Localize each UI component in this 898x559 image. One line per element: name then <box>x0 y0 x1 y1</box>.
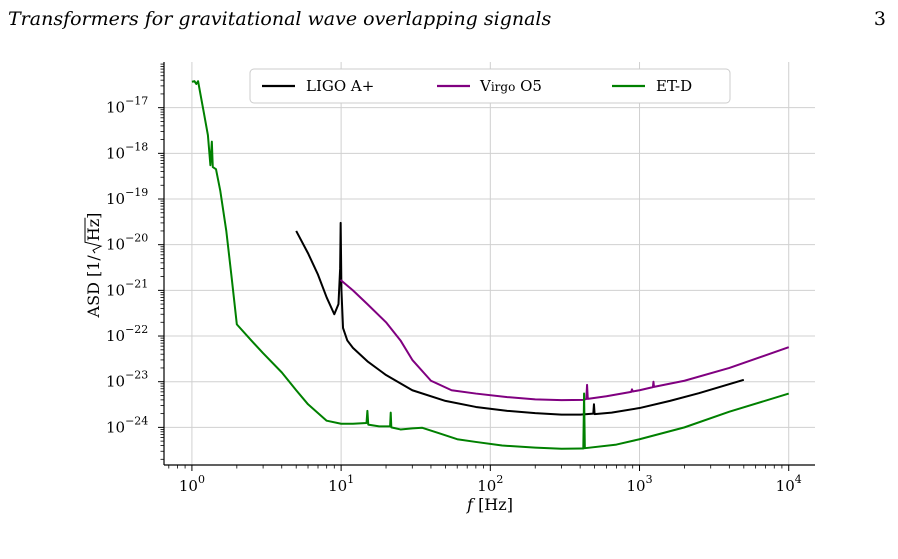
y-tick-label: 10−20 <box>106 232 148 254</box>
et-d-curve <box>191 80 790 450</box>
legend-frame <box>249 68 731 104</box>
y-tick-label: 10−22 <box>106 323 148 345</box>
x-tick-label: 104 <box>776 473 802 495</box>
tick-labels: 100 101 102 103 104 10−24 10−23 10−22 10−21 10−20… <box>106 95 802 495</box>
x-tick-label: 102 <box>477 473 503 495</box>
page-number: 3 <box>873 8 886 30</box>
asd-figure: 100 101 102 103 104 10−24 10−23 10−22 10−21 10−20… <box>0 40 898 555</box>
legend-item-virgo: Virgo O5 <box>437 77 542 95</box>
y-tick-label: 10−21 <box>106 277 148 299</box>
legend-item-ligo: LIGO A+ <box>262 77 374 95</box>
y-tick-label: 10−18 <box>106 140 148 162</box>
y-tick-label: 10−24 <box>106 414 148 436</box>
axes <box>163 62 815 466</box>
legend-label-ligo: LIGO A+ <box>306 77 374 95</box>
asd-chart: 100 101 102 103 104 10−24 10−23 10−22 10−21 10−20… <box>84 62 815 514</box>
y-tick-label: 10−19 <box>106 186 148 208</box>
ligo-a-plus-curve <box>295 221 745 416</box>
legend: LIGO A+ Virgo O5 ET-D <box>249 68 731 104</box>
x-tick-label: 103 <box>626 473 652 495</box>
y-tick-label: 10−17 <box>106 95 148 117</box>
x-tick-label: 100 <box>179 473 205 495</box>
series-lines <box>191 80 790 450</box>
running-title: Transformers for gravitational wave over… <box>8 8 552 30</box>
svg-text:ASD [1/Hz]: ASD [1/Hz] <box>84 213 103 319</box>
tick-marks <box>158 63 790 471</box>
x-axis-label: f [Hz] <box>466 495 513 514</box>
grid-lines <box>164 62 815 465</box>
legend-label-virgo: Virgo O5 <box>479 77 542 95</box>
virgo-o5-curve <box>339 279 790 402</box>
y-tick-label: 10−23 <box>106 369 148 391</box>
y-axis-label: ASD [1/Hz] <box>84 213 103 319</box>
x-tick-label: 101 <box>328 473 354 495</box>
legend-label-etd: ET-D <box>656 77 692 95</box>
radical-sign <box>84 217 103 254</box>
legend-item-etd: ET-D <box>612 77 692 95</box>
page-header: Transformers for gravitational wave over… <box>0 0 898 40</box>
